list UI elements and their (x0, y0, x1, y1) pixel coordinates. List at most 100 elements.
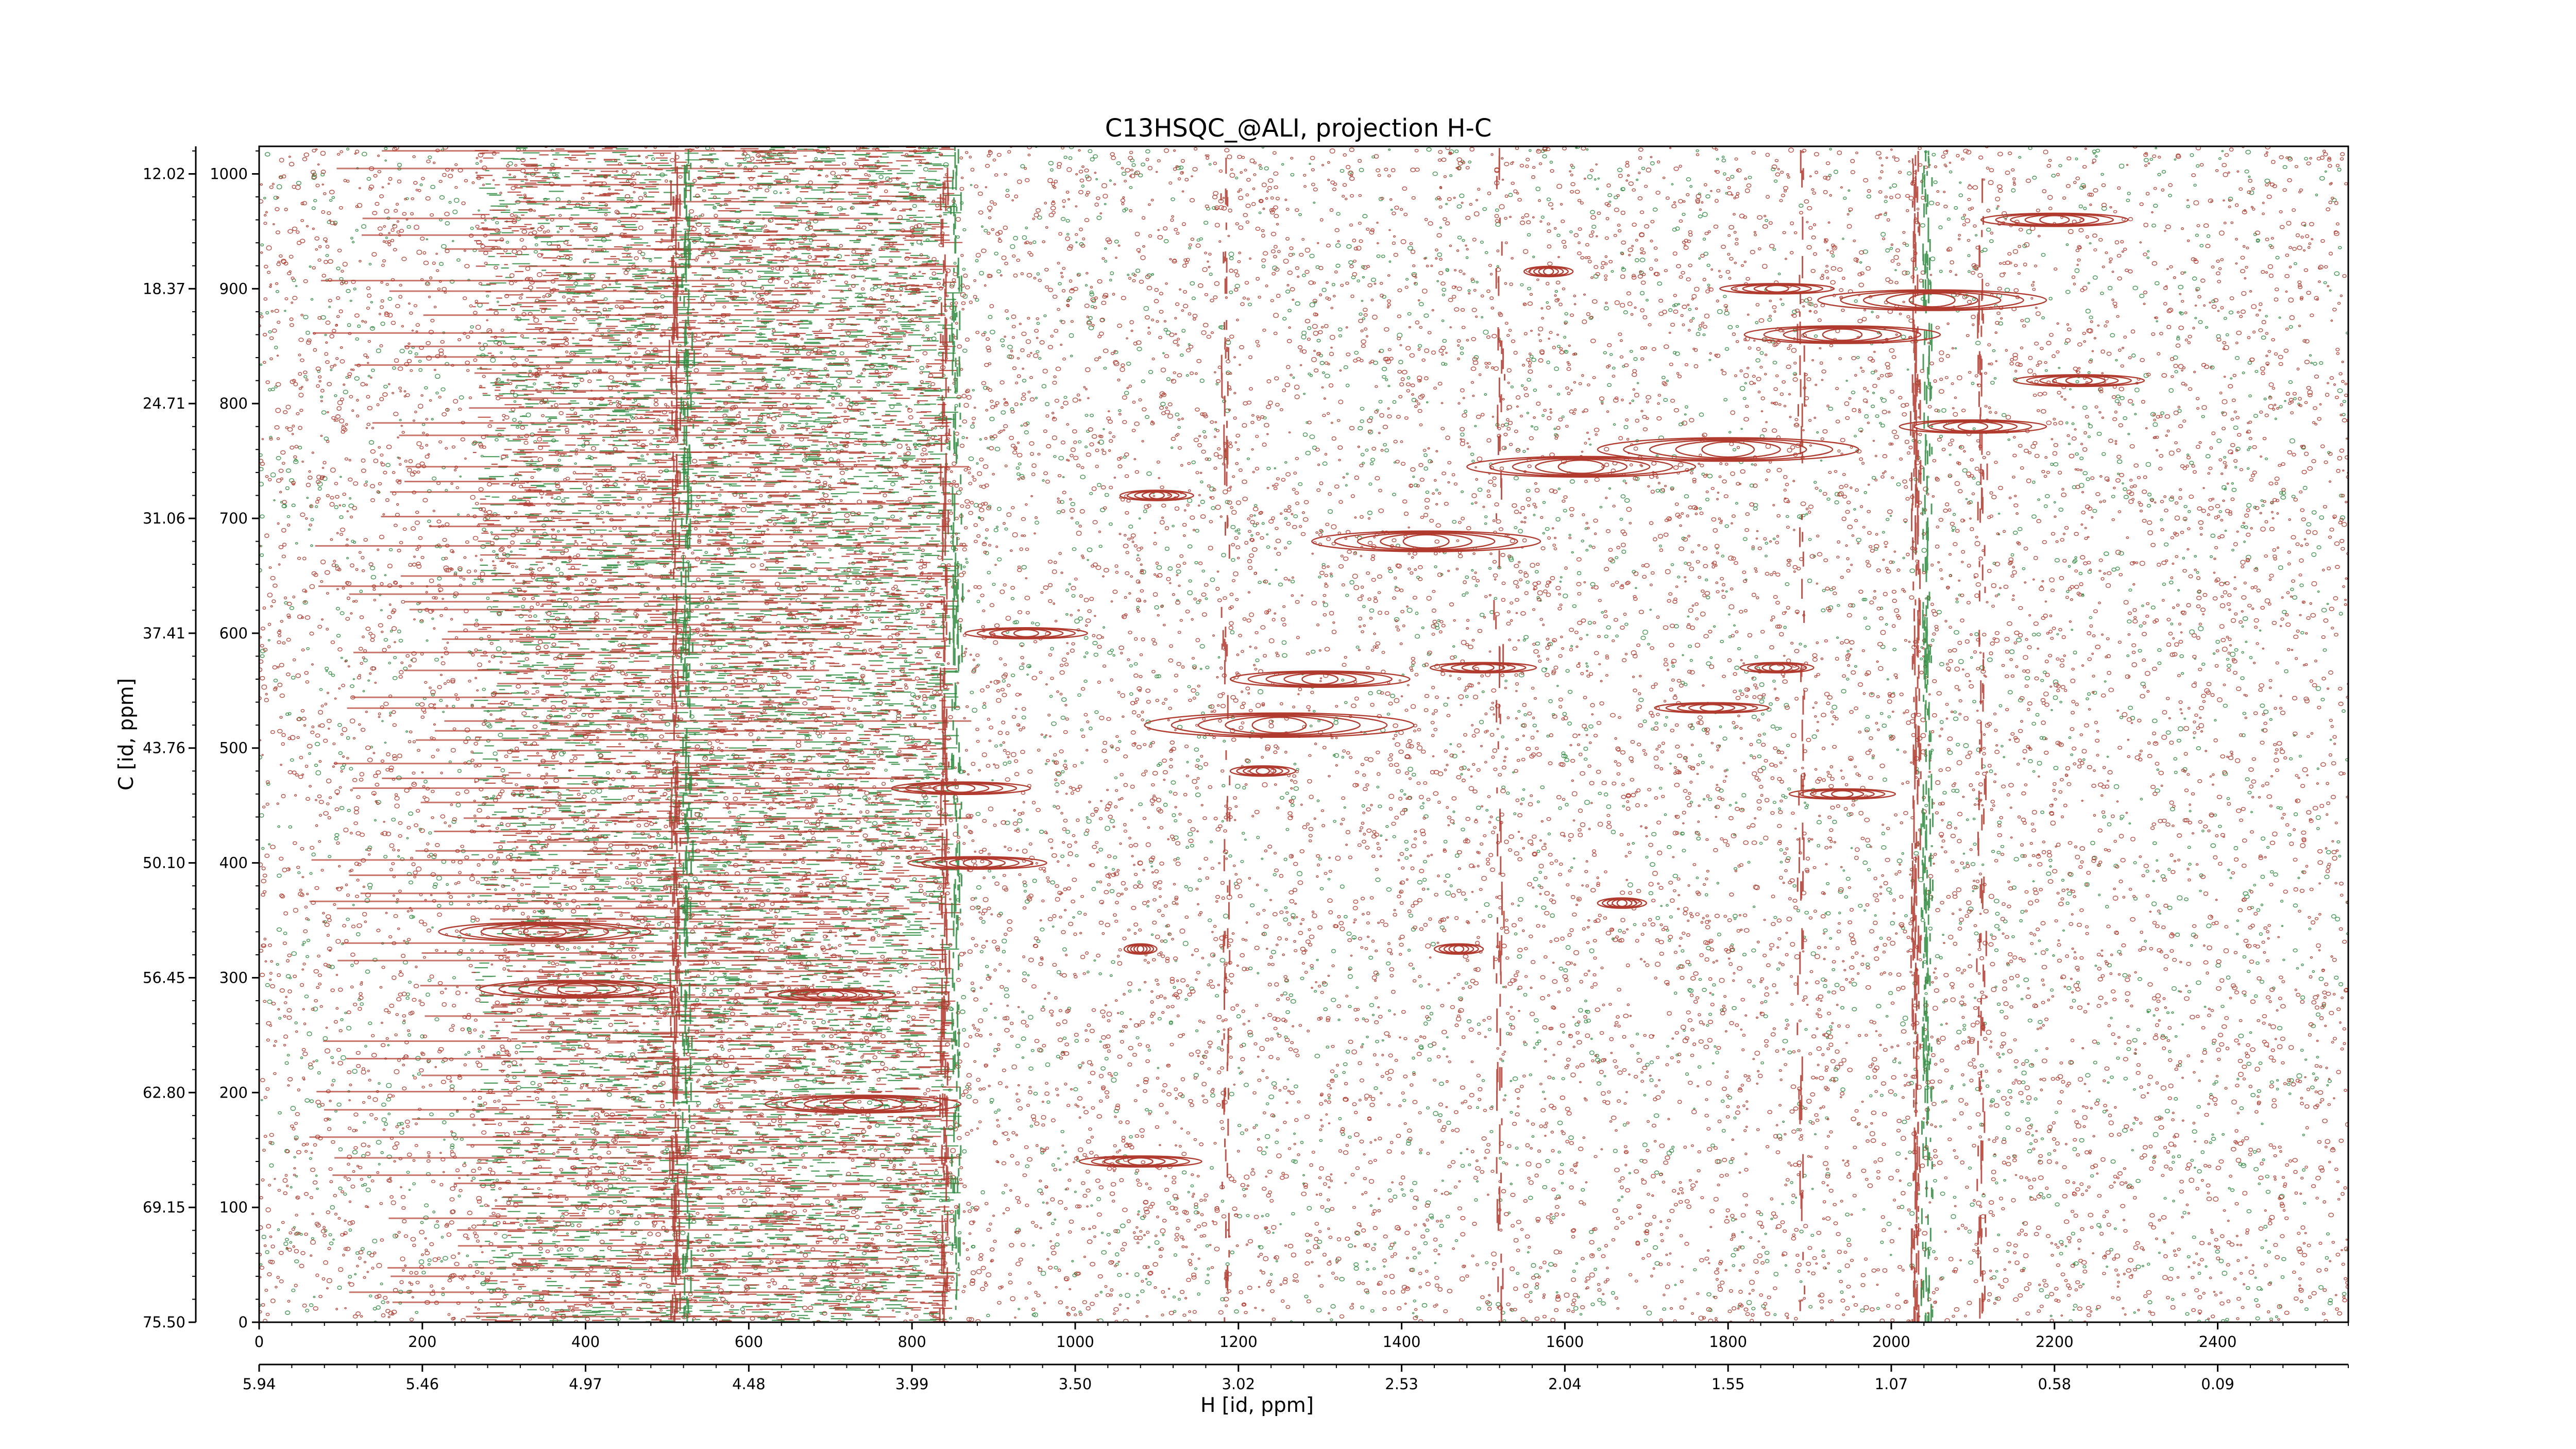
x-index-axis: 0 200 400 600 800 1000 1200 1400 1600 1800 2000 220… (255, 1322, 2348, 1351)
y-ppm-tick-label: 50.10 (143, 854, 185, 872)
peak-contour (1766, 285, 1788, 292)
peak (1430, 663, 1536, 673)
peak-contour (1134, 945, 1147, 953)
peak-contour (824, 1098, 902, 1110)
x-ppm-axis: 5.94 5.46 4.97 4.48 3.99 3.50 3.02 2.53 2.04 1.55… (243, 1364, 2348, 1393)
vertical-ridge (1221, 158, 1230, 1342)
peak-contour (1513, 458, 1650, 475)
y-index-tick-label: 200 (219, 1084, 248, 1101)
y-index-tick-label: 800 (219, 395, 248, 412)
x-ppm-tick-label: 5.46 (406, 1375, 439, 1393)
peak-contour (963, 859, 991, 867)
x-ppm-tick-label: 1.55 (1711, 1375, 1745, 1393)
peak-contour (1544, 268, 1553, 275)
peak-contour (1449, 945, 1469, 953)
peak (1312, 531, 1540, 552)
peak (965, 628, 1088, 638)
y-ppm-tick-label: 24.71 (143, 395, 185, 412)
peak-contour (1676, 441, 1781, 458)
peak-contour (947, 784, 975, 793)
peak-contour (1823, 329, 1862, 341)
x-index-tick-label: 1400 (1383, 1333, 1421, 1351)
y-ppm-tick-label: 18.37 (143, 280, 185, 297)
ridge-negative (1921, 151, 1933, 1329)
peak (765, 989, 895, 1001)
x-index-tick-label: 1200 (1219, 1333, 1258, 1351)
y-index-tick-label: 1000 (210, 165, 248, 182)
ridge-positive (669, 152, 680, 1342)
y-ppm-tick-label: 75.50 (143, 1313, 185, 1331)
x-ppm-tick-label: 5.94 (243, 1375, 276, 1393)
x-ppm-tick-label: 2.04 (1548, 1375, 1582, 1393)
peak (1079, 1156, 1202, 1167)
peak-contour (1700, 704, 1723, 711)
peak-contour (1650, 440, 1806, 459)
peak (908, 857, 1046, 869)
x-ppm-tick-label: 2.53 (1385, 1375, 1418, 1393)
peak (1789, 789, 1895, 799)
peak-contour (1462, 664, 1504, 671)
peak (1818, 290, 2046, 311)
peak-contour (1943, 422, 2002, 431)
plot-area (257, 145, 2350, 1343)
x-index-tick-label: 2200 (2036, 1333, 2074, 1351)
x-index-tick-label: 0 (255, 1333, 264, 1351)
y-ppm-tick-label: 43.76 (143, 739, 185, 757)
peak-contour (1250, 767, 1276, 775)
x-index-tick-label: 2400 (2199, 1333, 2237, 1351)
peak-contour (1142, 492, 1172, 499)
peak-contour (1689, 704, 1735, 712)
peak-contour (1612, 899, 1632, 907)
y-ppm-tick-label: 31.06 (143, 510, 185, 527)
y-index-tick-label: 700 (219, 510, 248, 527)
peak-contour (1762, 664, 1792, 671)
peak-contour (843, 1099, 883, 1110)
peak-contour (1257, 768, 1269, 774)
peak-contour (1284, 673, 1356, 685)
peak-contour (1358, 533, 1495, 550)
peak-contour (1302, 674, 1338, 684)
ridge-positive (1798, 150, 1805, 1311)
peak-contour (1403, 535, 1449, 548)
ridge-positive (1221, 158, 1230, 1342)
y-ppm-tick-label: 69.15 (143, 1199, 185, 1216)
y-index-tick-label: 400 (219, 854, 248, 872)
peak-contour (1226, 716, 1333, 734)
peak-contour (1909, 294, 1955, 307)
peak-contour (1535, 459, 1626, 474)
peak-contour (1770, 664, 1785, 671)
x-axis-label: H [id, ppm] (1200, 1394, 1314, 1417)
peak-contour (1137, 946, 1144, 952)
y-ppm-tick-label: 12.02 (143, 165, 185, 182)
y-ppm-axis: 75.5069.1562.8056.4550.1043.7637.4131.06… (143, 146, 196, 1331)
y-index-tick-label: 500 (219, 739, 248, 757)
peak-contour (1252, 717, 1307, 733)
x-ppm-tick-label: 1.07 (1875, 1375, 1908, 1393)
x-index-tick-label: 600 (735, 1333, 763, 1351)
peak-contour (804, 991, 856, 1000)
peak-contour (1754, 285, 1800, 293)
peak (1655, 703, 1769, 713)
peak (1598, 438, 1859, 462)
x-ppm-tick-label: 3.50 (1059, 1375, 1092, 1393)
x-ppm-tick-label: 3.02 (1222, 1375, 1255, 1393)
chart-title: C13HSQC_@ALI, projection H-C (1105, 114, 1492, 143)
peak (1744, 326, 1940, 343)
x-index-tick-label: 1000 (1056, 1333, 1094, 1351)
x-ppm-tick-label: 0.09 (2201, 1375, 2234, 1393)
peak (1230, 766, 1296, 776)
x-index-tick-label: 200 (408, 1333, 436, 1351)
y-axis-label: C [id, ppm] (115, 678, 138, 790)
x-ppm-tick-label: 3.99 (895, 1375, 929, 1393)
peak-contour (1149, 492, 1164, 499)
y-index-tick-label: 900 (219, 280, 248, 297)
positive-contours (258, 145, 2350, 1343)
peak (1120, 491, 1194, 501)
peak (1434, 944, 1483, 954)
peak-contour (1116, 1157, 1165, 1166)
peak-contour (1821, 790, 1863, 798)
peak-contour (1832, 791, 1853, 798)
peak (1145, 713, 1414, 737)
peak-contour (2040, 215, 2069, 224)
